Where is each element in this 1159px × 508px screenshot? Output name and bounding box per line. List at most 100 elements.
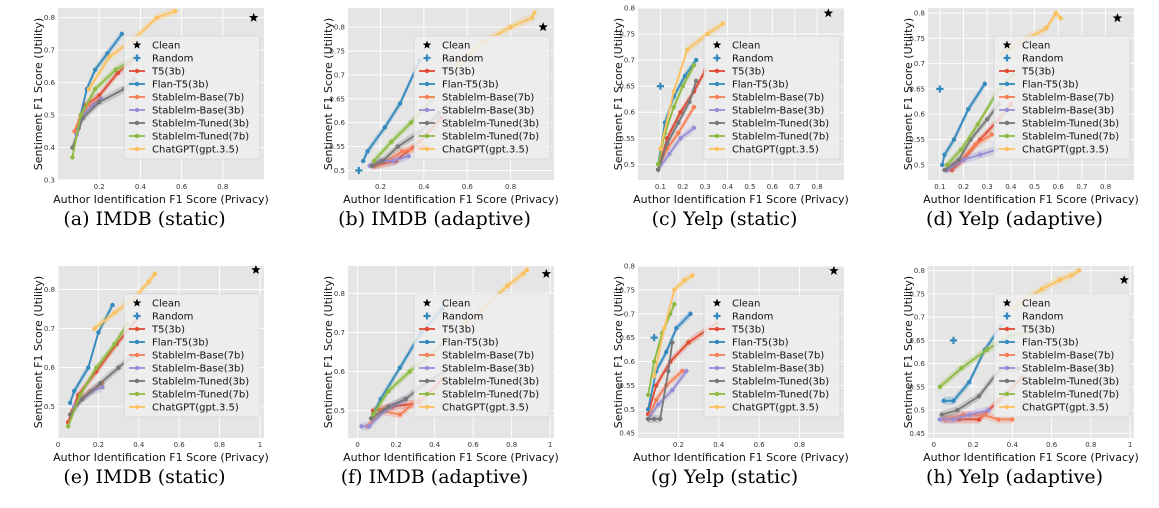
legend-entry-label: Stablelm-Tuned(7b) [442, 132, 539, 143]
series-stablelm-tuned-3b- [655, 77, 699, 174]
y-tick-label: 0.65 [619, 83, 635, 91]
y-tick-label: 0.5 [624, 406, 635, 414]
x-tick-label: 0.2 [958, 183, 969, 191]
x-tick-label: 0.4 [135, 183, 147, 191]
data-point [67, 400, 73, 406]
clean-marker [251, 264, 261, 274]
series-band [648, 367, 683, 423]
legend-star-icon [422, 298, 432, 307]
y-tick-label: 0.55 [909, 136, 925, 144]
panel-caption: (b) IMDB (adaptive) [338, 208, 531, 230]
data-point [937, 384, 942, 390]
legend-entry-label: Random [1022, 54, 1063, 65]
chart-panel: 0.2 0.4 0.6 0.8 0.5 0.55 0.6 0.65 0.7 0.75 0.8 Clea… [290, 0, 579, 250]
data-point [670, 340, 675, 345]
y-tick-label: 0.7 [334, 329, 345, 337]
clean-marker [248, 12, 259, 22]
data-point [407, 369, 412, 374]
random-marker [949, 336, 958, 344]
data-point [67, 412, 73, 417]
data-point [532, 10, 537, 15]
legend-entry-label: Flan-T5(3b) [152, 80, 209, 91]
data-point [682, 73, 688, 78]
data-point [397, 412, 403, 417]
data-point [65, 424, 71, 429]
x-tick-label: 0.3 [982, 183, 993, 191]
data-point [380, 158, 385, 164]
data-point [664, 141, 670, 146]
series-band [648, 309, 691, 414]
legend-entry-label: Stablelm-Tuned(3b) [442, 119, 539, 130]
legend-entry-label: Stablelm-Tuned(3b) [152, 377, 249, 388]
x-tick-label: 0.2 [375, 183, 386, 191]
series-line [647, 370, 688, 420]
data-point [967, 412, 972, 417]
legend-entry-label: Flan-T5(3b) [152, 338, 209, 349]
legend-box [993, 35, 1131, 160]
legend-box [123, 35, 261, 160]
random-marker [936, 85, 944, 93]
x-tick-label: 0.8 [794, 441, 805, 449]
x-tick-label: 0.8 [1085, 441, 1096, 449]
legend-box [703, 293, 841, 418]
x-tick-label: 0.8 [214, 441, 225, 449]
data-point [370, 412, 376, 417]
data-point [97, 99, 102, 105]
x-tick-label: 0.8 [505, 183, 516, 191]
legend-entry-label: Stablelm-Tuned(3b) [442, 377, 539, 388]
y-tick-label: 0.45 [619, 430, 635, 438]
data-point [655, 402, 661, 407]
data-point [397, 365, 403, 370]
data-point [524, 267, 530, 273]
legend-star-icon [422, 40, 432, 49]
x-tick-label: 0.4 [429, 441, 441, 449]
x-tick-label: 0.6 [174, 441, 186, 449]
data-point [651, 416, 657, 422]
legend-entry-label: Clean [152, 299, 180, 310]
random-marker [650, 334, 658, 342]
legend: Clean Random T5(3b) Flan-T5(3b) Stablelm-Bas… [123, 35, 261, 160]
data-point [78, 112, 83, 118]
x-axis-label: Author Identification F1 Score (Privacy) [923, 193, 1139, 206]
data-point [951, 137, 957, 142]
y-tick-label: 0.7 [914, 314, 925, 322]
y-tick-label: 0.5 [914, 161, 925, 169]
chart-panel: 0 0.2 0.4 0.6 0.8 1 0.45 0.5 0.55 0.6 0.65 0.7 0.75 0… [870, 258, 1159, 508]
y-tick-label: 0.4 [44, 144, 56, 152]
y-tick-label: 0.6 [44, 364, 56, 372]
data-point [92, 67, 98, 72]
series-chatgpt-gpt-3-5- [651, 271, 695, 380]
legend-entry-label: Stablelm-Base(3b) [732, 364, 824, 375]
data-point [107, 54, 112, 59]
legend-entry-label: Stablelm-Base(7b) [732, 351, 824, 362]
legend-star-icon [1002, 298, 1012, 307]
data-point [1058, 15, 1063, 21]
series-band [88, 7, 176, 94]
series-band [941, 364, 1019, 419]
data-point [653, 383, 659, 388]
data-point [152, 271, 158, 277]
data-point [70, 155, 75, 160]
x-axis-label: Author Identification F1 Score (Privacy) [633, 193, 849, 206]
data-point [80, 116, 85, 121]
data-point [651, 373, 657, 379]
panel-caption: (c) Yelp (static) [651, 208, 798, 230]
panel-caption: (f) IMDB (adaptive) [340, 466, 529, 488]
data-point [360, 158, 366, 164]
data-point [691, 125, 697, 131]
x-axis-label: Author Identification F1 Score (Privacy) [53, 193, 269, 206]
x-tick-label: 0.3 [700, 183, 711, 191]
data-point [530, 15, 535, 20]
x-tick-label: 1 [548, 441, 552, 449]
data-point [678, 110, 683, 115]
panel-caption: (e) IMDB (static) [63, 466, 226, 488]
series-line [361, 398, 407, 428]
series-line [939, 409, 990, 421]
x-tick-label: 0.7 [1076, 183, 1087, 191]
y-tick-label: 0.6 [334, 119, 346, 127]
x-tick-label: 0.4 [1007, 441, 1019, 449]
data-point [976, 393, 982, 399]
data-point [680, 368, 685, 374]
chart-svg: 0.2 0.4 0.6 0.8 0.5 0.55 0.6 0.65 0.7 0.75 0.8 Clea… [322, 8, 559, 206]
data-point [664, 349, 669, 355]
